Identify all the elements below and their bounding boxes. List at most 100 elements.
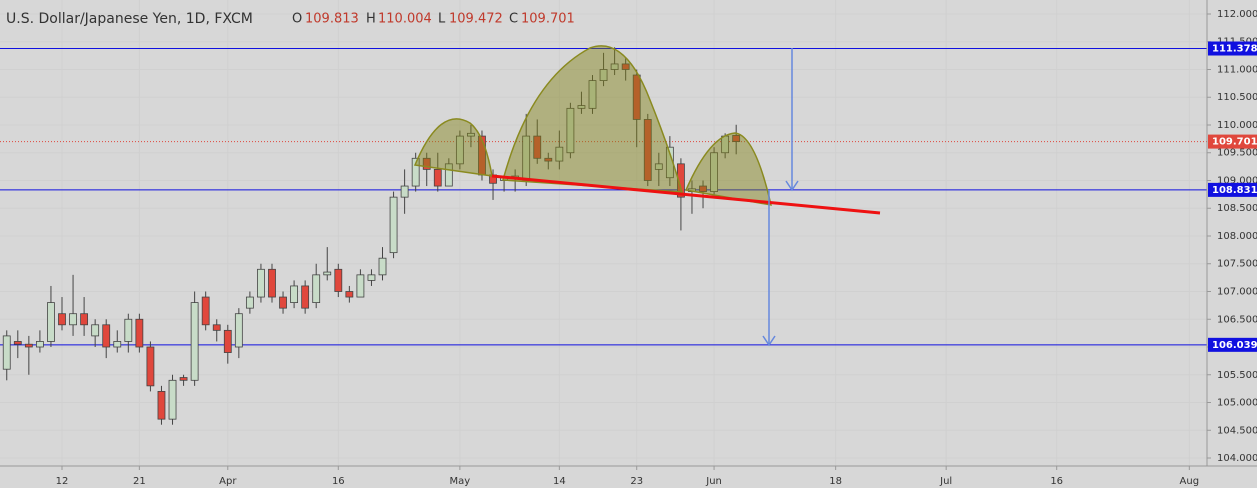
candle-body: [389, 196, 398, 254]
candle-body: [190, 302, 199, 381]
candle-body: [168, 379, 177, 420]
candle-body: [356, 274, 365, 298]
candle-body: [312, 274, 321, 304]
candle-body: [400, 185, 409, 198]
candle-body: [124, 318, 133, 342]
candle-body: [455, 135, 464, 165]
y-tick-label: 109.500: [1217, 148, 1257, 159]
ohlc-value: 109.472: [449, 12, 503, 27]
candle-body: [157, 391, 166, 420]
left-shoulder: [413, 118, 493, 177]
price-label-box: [1208, 41, 1257, 56]
x-tick-label: 18: [829, 476, 842, 487]
head: [502, 45, 684, 193]
price-label: 111.378: [1212, 44, 1257, 55]
header: U.S. Dollar/Japanese Yen, 1D, FXCM O 109…: [6, 11, 575, 27]
candle-body: [146, 346, 155, 387]
ohlc-label: O: [292, 12, 302, 27]
candle-body: [710, 152, 718, 192]
candle-body: [301, 285, 310, 309]
candle-body: [577, 105, 586, 109]
candle-body: [234, 313, 243, 348]
y-tick-label: 105.000: [1217, 398, 1257, 409]
candle-body: [444, 163, 453, 187]
title: U.S. Dollar/Japanese Yen, 1D, FXCM: [6, 11, 253, 27]
y-tick-label: 110.000: [1217, 120, 1257, 131]
candle-body: [24, 343, 33, 348]
ohlc-value: 109.701: [521, 12, 575, 27]
y-tick-label: 108.000: [1217, 231, 1257, 242]
candle-body: [599, 69, 608, 81]
candle-body: [2, 335, 11, 370]
candle-body: [422, 157, 431, 170]
x-tick-label: May: [450, 476, 471, 487]
candle-body: [323, 271, 332, 276]
candle-body: [91, 324, 100, 337]
x-tick-label: 23: [630, 476, 643, 487]
y-tick-label: 104.000: [1217, 453, 1257, 464]
candle-body: [135, 318, 144, 348]
price-label-box: [1208, 337, 1257, 352]
candle-body: [245, 296, 254, 309]
ohlc-value: 110.004: [378, 12, 432, 27]
candle-body: [378, 257, 387, 276]
y-tick-label: 110.500: [1217, 92, 1257, 103]
axis: 104.000104.500105.000105.500106.000106.5…: [56, 9, 1257, 487]
arrow-head: [785, 180, 799, 192]
candle-body: [223, 329, 232, 353]
levels: [0, 48, 1207, 346]
candle-body: [467, 132, 475, 137]
x-tick-label: Jul: [939, 476, 952, 487]
right-shoulder: [684, 132, 772, 206]
candle-body: [566, 107, 575, 154]
candle-body: [555, 146, 564, 162]
candle-body: [80, 313, 89, 326]
x-tick-label: 12: [56, 476, 69, 487]
candle-body: [610, 63, 619, 70]
x-tick-label: 16: [1050, 476, 1063, 487]
candle-body: [732, 134, 741, 142]
x-tick-label: 16: [332, 476, 345, 487]
x-tick-label: Jun: [705, 476, 722, 487]
y-tick-label: 112.000: [1217, 9, 1257, 20]
y-tick-label: 106.500: [1217, 314, 1257, 325]
candle-body: [632, 74, 641, 120]
arrow-head: [762, 335, 776, 347]
candle-body: [47, 302, 55, 342]
candle-body: [544, 157, 553, 162]
ohlc-value: 109.813: [305, 12, 359, 27]
candle-body: [533, 135, 542, 159]
candle-body: [268, 268, 276, 298]
candle-body: [279, 296, 287, 309]
candle-body: [367, 274, 376, 281]
candle-body: [179, 377, 188, 381]
candle-body: [433, 168, 442, 187]
price-label: 108.831: [1212, 185, 1257, 196]
candle-body: [35, 341, 44, 348]
candles: [2, 47, 741, 425]
candle-body: [290, 285, 298, 304]
candle-body: [102, 324, 111, 348]
candle-body: [411, 157, 420, 187]
ohlc-label: L: [438, 12, 446, 27]
price-label-box: [1208, 182, 1257, 197]
neckline: [491, 174, 881, 215]
candle-body: [334, 268, 343, 292]
candle-body: [699, 185, 707, 192]
x-tick-label: Aug: [1180, 476, 1200, 487]
candle-body: [113, 341, 122, 348]
y-tick-label: 105.500: [1217, 370, 1257, 381]
y-tick-label: 107.000: [1217, 286, 1257, 297]
candle-body: [257, 268, 265, 298]
candle-body: [201, 296, 210, 326]
candle-body: [621, 63, 630, 70]
y-tick-label: 108.500: [1217, 203, 1257, 214]
y-tick-label: 111.000: [1217, 64, 1257, 75]
candle-body: [69, 313, 77, 326]
candle-body: [654, 163, 663, 170]
y-tick-label: 109.000: [1217, 175, 1257, 186]
y-tick-label: 104.500: [1217, 425, 1257, 436]
